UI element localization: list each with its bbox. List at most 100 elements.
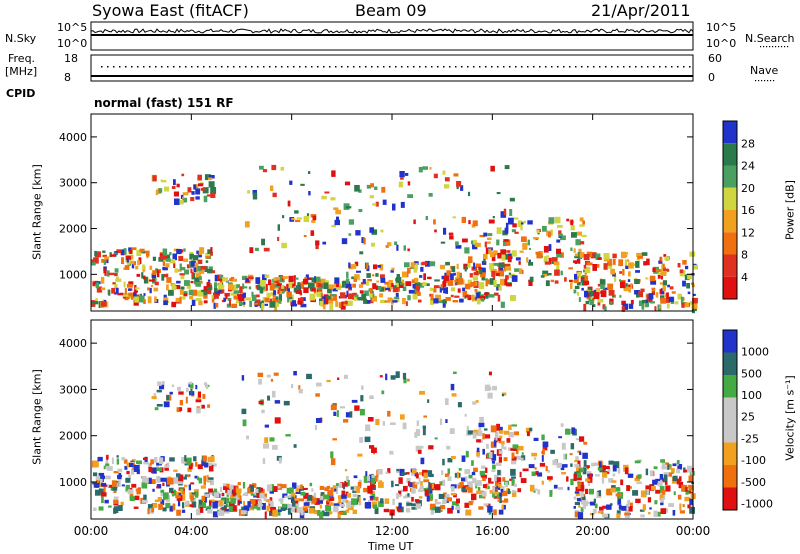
velocity-echo [450,492,456,496]
velocity-echo [574,463,580,468]
power-echo [546,255,549,258]
velocity-echo [208,465,214,472]
velocity-echo [111,480,117,487]
power-echo [583,303,587,311]
power-echo [208,177,213,180]
power-echo [443,275,449,281]
power-echo [102,254,107,258]
power-echo [287,200,291,207]
power-echo [667,303,670,309]
velocity-echo [447,476,452,481]
power-echo [365,300,371,304]
power-echo [191,299,196,306]
power-echo [262,286,265,290]
power-echo [323,282,329,290]
velocity-echo [508,431,514,438]
power-echo [423,273,426,281]
velocity-echo [213,491,220,498]
velocity-echo [168,477,174,485]
velocity-echo [207,456,213,462]
power-echo [249,300,253,307]
velocity-echo [660,502,664,506]
nsearch-legend-dot [760,46,762,48]
power-echo [621,300,626,306]
freq-dot [185,66,187,68]
velocity-echo [169,505,174,512]
velocity-echo [116,455,119,458]
power-echo [322,298,329,305]
freq-dot [539,66,541,68]
velocity-echo [262,458,266,465]
velocity-echo [513,483,517,487]
velocity-echo [482,477,486,481]
power-echo [450,287,455,292]
power-echo [514,268,520,272]
power-echo [666,292,669,299]
velocity-echo [123,459,128,464]
power-echo [121,257,125,264]
velocity-echo [660,498,664,504]
velocity-echo [160,499,165,505]
velocity-echo [330,404,337,411]
velocity-echo [369,496,374,499]
nave-legend-dot [758,80,760,82]
velocity-echo [465,450,469,458]
power-echo [152,278,155,282]
power-echo [528,262,534,266]
velocity-echo [224,511,230,514]
velocity-echo [250,484,254,492]
power-echo [108,272,115,276]
velocity-echo [597,511,603,514]
velocity-echo [311,501,316,504]
power-echo [548,257,552,265]
power-echo [679,269,684,274]
power-echo [231,303,238,308]
power-echo [469,273,473,278]
velocity-echo [228,506,233,512]
velocity-echo [415,429,421,436]
freq-dot [275,66,277,68]
velocity-echo [487,392,493,399]
velocity-echo [625,509,629,514]
velocity-echo [661,490,666,495]
velocity-echo [116,458,119,465]
velocity-echo [547,470,550,473]
power-echo [143,275,146,280]
power-colorbar-tick: 28 [741,137,755,150]
velocity-echo [281,484,287,489]
power-echo [582,274,586,278]
power-echo [411,279,415,284]
power-echo [303,278,309,285]
power-echo [660,257,663,262]
velocity-echo [531,452,538,457]
power-echo [487,237,492,240]
power-echo [196,250,199,255]
velocity-echo [206,474,209,482]
power-echo [176,183,180,188]
power-echo [396,244,399,251]
velocity-echo [579,451,582,455]
power-echo [133,292,137,297]
power-echo [173,262,176,268]
power-echo [207,249,211,254]
velocity-echo [403,485,408,492]
velocity-echo [368,499,371,504]
velocity-echo [586,465,590,468]
power-echo [491,254,496,262]
velocity-echo [191,492,196,495]
power-echo [434,229,437,233]
velocity-echo [247,487,253,494]
power-echo [466,284,473,288]
power-echo [574,273,577,280]
velocity-echo [274,400,281,404]
power-echo [256,301,261,304]
power-echo [446,270,451,278]
velocity-echo [273,372,279,376]
velocity-echo [400,414,405,420]
velocity-echo [573,496,577,500]
power-echo [496,239,500,246]
power-echo [636,258,640,261]
velocity-echo [472,477,476,480]
power-echo [150,284,154,287]
velocity-echo [370,478,376,485]
